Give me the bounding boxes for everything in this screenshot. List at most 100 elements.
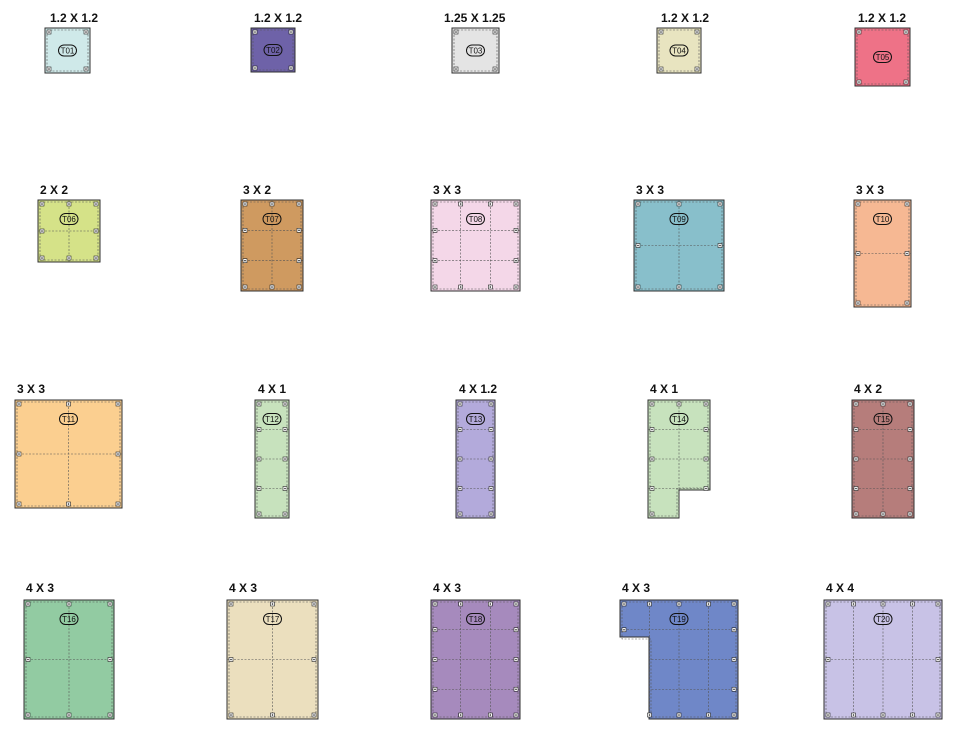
anchor-dot <box>855 487 857 490</box>
tile-size-label: 1.25 X 1.25 <box>444 11 506 25</box>
tile-size-label: 1.2 X 1.2 <box>661 11 709 25</box>
anchor-dot <box>911 714 914 716</box>
tile-id-label: T03 <box>469 47 483 56</box>
anchor-dot <box>905 81 907 83</box>
anchor-dot <box>651 428 653 431</box>
anchor-dot <box>660 68 662 70</box>
tile-id-label: T20 <box>876 615 890 624</box>
tile-size-label: 1.2 X 1.2 <box>858 11 906 25</box>
tile-size-label: 3 X 3 <box>17 382 45 396</box>
anchor-dot <box>67 403 70 405</box>
anchor-dot <box>434 286 436 288</box>
tile-t15: 4 X 2 T15 <box>851 382 915 519</box>
tile-size-label: 3 X 3 <box>433 183 461 197</box>
anchor-dot <box>18 453 20 455</box>
anchor-dot <box>937 714 939 716</box>
tile-t12: 4 X 1 T12 <box>254 382 290 519</box>
anchor-dot <box>284 487 286 490</box>
tile-id-badge <box>58 44 77 57</box>
anchor-dot <box>434 714 436 716</box>
tile-inner-border <box>46 29 89 72</box>
anchor-dot <box>515 603 517 605</box>
tile-id-label: T11 <box>62 415 76 424</box>
anchor-dot <box>95 257 97 259</box>
anchor-dot <box>459 458 461 460</box>
tile-size-label: 4 X 4 <box>826 581 854 595</box>
tile-t08: 3 X 3 T08 <box>430 183 521 292</box>
anchor-dot <box>85 68 87 70</box>
tile-size-label: 4 X 1 <box>650 382 678 396</box>
anchor-dot <box>258 458 260 460</box>
anchor-dot <box>258 403 260 405</box>
tile-shape <box>250 27 296 73</box>
anchor-dot <box>882 714 884 716</box>
anchor-dot <box>254 31 256 33</box>
anchor-dot <box>244 229 246 232</box>
anchor-dot <box>705 458 707 460</box>
anchor-dot <box>678 286 680 288</box>
tile-size-label: 4 X 3 <box>622 581 650 595</box>
anchor-dot <box>41 257 43 259</box>
tile-id-label: T18 <box>469 615 483 624</box>
anchor-dot <box>651 487 653 490</box>
anchor-dot <box>648 603 651 605</box>
anchor-dot <box>459 428 461 431</box>
tile-grid <box>634 200 724 291</box>
tile-grid <box>456 429 495 489</box>
anchor-dot <box>271 603 274 605</box>
anchor-dot <box>117 453 119 455</box>
tile-id-badge <box>669 44 689 57</box>
tile-grid <box>620 600 738 719</box>
anchor-dot <box>660 31 662 33</box>
tile-shape <box>44 27 91 74</box>
tile-id-badge <box>466 413 485 425</box>
tile-inner-border <box>856 29 909 85</box>
anchor-dot <box>857 252 859 255</box>
anchor-dot <box>434 603 436 605</box>
tile-id-badge <box>59 613 79 625</box>
tile-id-badge <box>263 44 283 56</box>
tile-shape <box>854 27 911 87</box>
anchor-dot <box>696 31 698 33</box>
anchor-dot <box>434 688 436 691</box>
anchor-dot <box>290 67 292 69</box>
anchor-dot <box>719 244 721 247</box>
tile-id-badge <box>669 413 689 425</box>
tile-grid <box>15 400 122 508</box>
tile-id-badge <box>466 213 485 225</box>
anchor-dot <box>906 203 908 205</box>
tile-id-label: T16 <box>62 615 76 624</box>
tile-id-badge <box>873 413 893 425</box>
anchor-dot <box>733 714 735 716</box>
anchor-dot <box>68 257 70 259</box>
tile-size-label: 4 X 1.2 <box>459 382 497 396</box>
tile-t03: 1.25 X 1.25 T03 <box>444 11 506 74</box>
tile-t07: 3 X 2 T07 <box>240 183 304 292</box>
anchor-dot <box>490 513 492 515</box>
tile-id-label: T07 <box>265 215 279 224</box>
tile-id-badge <box>669 613 689 625</box>
anchor-dot <box>244 203 246 205</box>
anchor-dot <box>68 603 70 605</box>
tile-id-badge <box>59 213 79 225</box>
anchor-dot <box>117 503 119 505</box>
anchor-dot <box>67 503 70 505</box>
anchor-dot <box>827 714 829 716</box>
tile-id-label: T02 <box>266 46 280 55</box>
anchor-dot <box>459 714 462 716</box>
tile-id-badge <box>466 44 485 57</box>
anchor-dot <box>459 513 461 515</box>
anchor-dot <box>18 403 20 405</box>
anchor-dot <box>678 603 680 605</box>
tile-t10: 3 X 3 T10 <box>853 183 912 308</box>
tile-id-label: T19 <box>672 615 686 624</box>
tile-id-label: T04 <box>672 47 686 56</box>
anchor-dot <box>733 688 735 691</box>
tile-size-label: 3 X 3 <box>856 183 884 197</box>
tile-id-badge <box>466 613 485 625</box>
anchor-dot <box>41 203 43 205</box>
anchor-dot <box>827 603 829 605</box>
anchor-dot <box>27 714 29 716</box>
anchor-dot <box>455 68 457 70</box>
tile-id-badge <box>873 51 892 63</box>
